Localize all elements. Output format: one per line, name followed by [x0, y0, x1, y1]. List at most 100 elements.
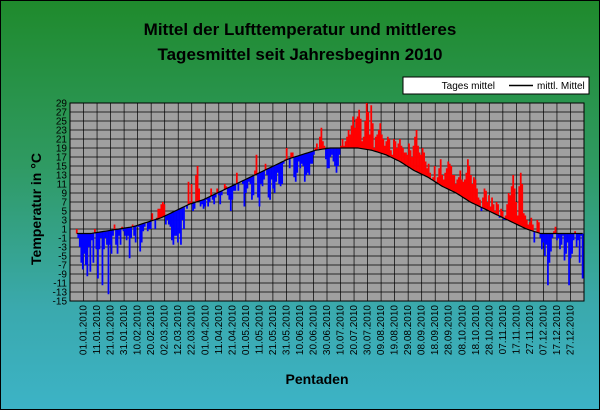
daily-bar — [257, 173, 259, 198]
daily-bar — [193, 202, 196, 209]
daily-bar — [242, 180, 244, 184]
daily-bar — [255, 154, 258, 175]
daily-bar — [551, 233, 554, 238]
daily-bar — [476, 188, 478, 206]
daily-bar — [343, 145, 345, 148]
daily-bar — [190, 184, 193, 204]
daily-bar — [444, 172, 447, 188]
daily-bar — [195, 175, 197, 203]
daily-bar — [136, 225, 139, 227]
daily-bar — [352, 116, 354, 148]
daily-bar — [214, 193, 217, 198]
daily-bar — [97, 232, 99, 279]
daily-bar — [216, 188, 219, 194]
daily-bar — [385, 141, 388, 155]
daily-bar — [115, 229, 117, 245]
daily-bar — [494, 211, 496, 214]
daily-bar — [516, 215, 519, 225]
daily-bar — [439, 159, 442, 186]
daily-bar — [288, 158, 291, 169]
daily-bar — [124, 228, 126, 236]
x-tick-label: 21.01.2010 — [106, 305, 117, 355]
daily-bar — [175, 210, 178, 236]
y-tick-label: 3 — [61, 216, 67, 227]
daily-bar — [368, 134, 371, 150]
daily-bar — [491, 197, 493, 213]
daily-bar — [533, 231, 536, 243]
daily-bar — [252, 175, 255, 196]
daily-bar — [308, 152, 311, 175]
daily-bar — [337, 148, 339, 166]
daily-bar — [86, 233, 89, 277]
daily-bar — [376, 134, 379, 152]
daily-bar — [234, 184, 237, 191]
daily-bar — [223, 184, 226, 190]
daily-bar — [536, 220, 539, 233]
daily-bar — [397, 143, 400, 161]
daily-bar — [424, 161, 427, 177]
daily-bar — [429, 172, 432, 179]
daily-bar — [530, 217, 533, 231]
daily-bar — [426, 168, 428, 177]
daily-bar — [154, 219, 157, 229]
daily-bar — [101, 231, 104, 286]
daily-bar — [311, 151, 314, 164]
daily-bar — [319, 136, 321, 150]
daily-bar — [181, 207, 184, 220]
daily-bar — [187, 181, 190, 205]
daily-bar — [353, 127, 356, 148]
x-tick-label: 07.11.2010 — [498, 305, 509, 355]
y-tick-label: 9 — [61, 189, 67, 200]
chart-title-line-2: Tagesmittel seit Jahresbeginn 2010 — [157, 45, 442, 64]
daily-bar — [174, 211, 176, 236]
daily-bar — [294, 156, 297, 182]
y-tick-label: 1 — [61, 225, 67, 236]
daily-bar — [379, 123, 382, 153]
daily-bar — [560, 233, 563, 245]
daily-bar — [107, 230, 110, 295]
daily-bar — [278, 163, 280, 184]
daily-bar — [580, 233, 583, 236]
daily-bar — [290, 152, 293, 159]
daily-bar — [574, 231, 576, 234]
daily-bar — [483, 188, 486, 209]
y-tick-label: -15 — [53, 297, 68, 308]
daily-bar — [393, 139, 395, 159]
daily-bar — [77, 233, 80, 238]
y-tick-label: -13 — [53, 288, 68, 299]
daily-bar — [448, 163, 451, 190]
daily-bar — [432, 177, 435, 181]
y-tick-label: -5 — [58, 252, 67, 263]
daily-bar — [544, 233, 546, 256]
daily-bar — [146, 222, 149, 232]
daily-bar — [442, 179, 445, 188]
x-tick-label: 27.11.2010 — [525, 305, 536, 355]
daily-bar — [98, 232, 101, 250]
x-axis-label: Pentaden — [285, 371, 348, 387]
daily-bar — [382, 139, 385, 154]
daily-bar — [512, 175, 515, 223]
daily-bar — [139, 224, 142, 252]
daily-bar — [225, 186, 228, 189]
y-axis-tick-labels: -15-13-11-9-7-5-3-1135791113151719212325… — [53, 99, 68, 308]
daily-bar — [140, 223, 143, 243]
x-tick-label: 28.09.2010 — [444, 305, 455, 355]
x-tick-label: 10.07.2010 — [336, 305, 347, 355]
daily-bar — [568, 233, 570, 286]
x-tick-label: 01.01.2010 — [79, 305, 90, 355]
daily-bar — [263, 170, 265, 180]
daily-bar — [320, 127, 323, 150]
daily-bar — [296, 156, 299, 173]
daily-bar — [266, 169, 268, 175]
daily-bar — [204, 198, 206, 207]
daily-bar — [334, 148, 336, 166]
daily-bar — [254, 170, 256, 175]
daily-bar — [314, 148, 317, 151]
daily-bar — [326, 148, 329, 169]
daily-bar — [94, 229, 96, 233]
daily-bar — [510, 186, 513, 222]
daily-bar — [572, 233, 575, 241]
daily-bar — [423, 152, 425, 176]
daily-bar — [177, 209, 179, 243]
daily-bar — [562, 233, 564, 236]
